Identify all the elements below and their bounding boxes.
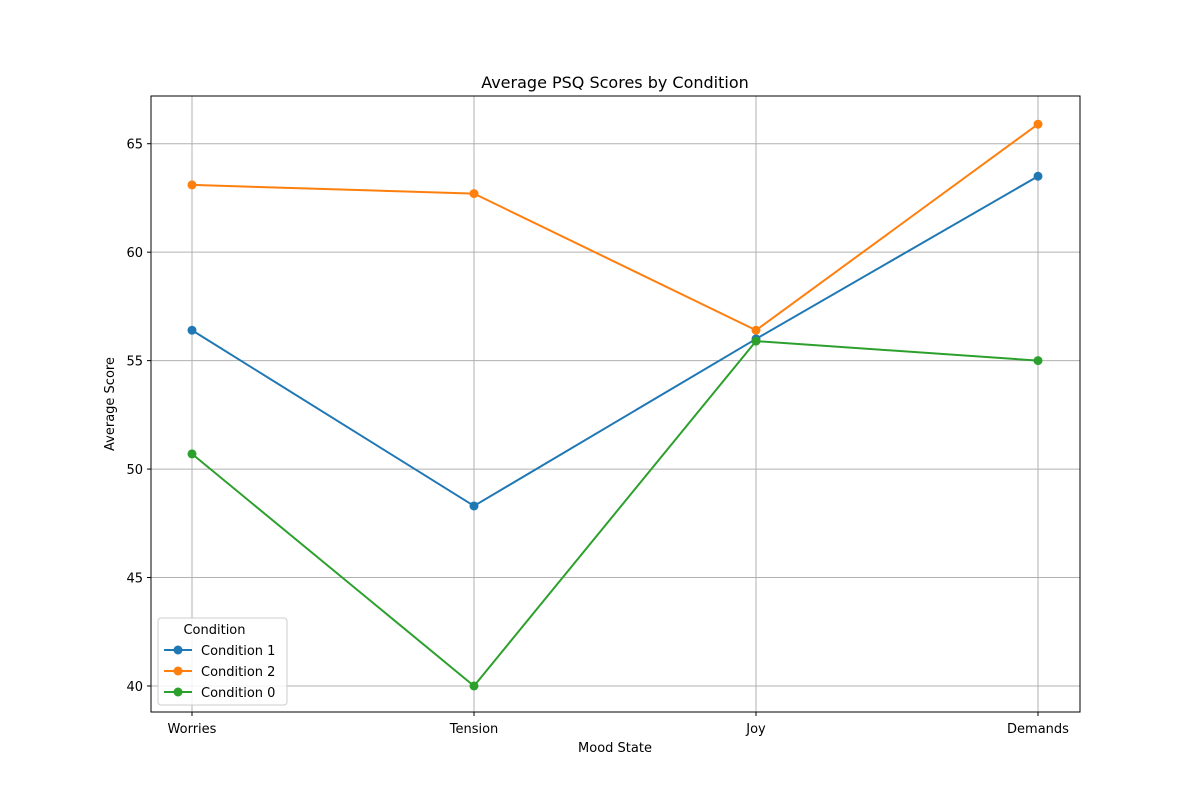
chart-title: Average PSQ Scores by Condition xyxy=(481,73,749,92)
x-axis: Worries Tension Joy Demands xyxy=(168,712,1069,737)
x-tick-label: Tension xyxy=(449,722,499,737)
legend-swatch-marker xyxy=(173,666,183,676)
y-axis-label: Average Score xyxy=(103,357,118,451)
data-point xyxy=(187,180,197,190)
data-point xyxy=(187,325,197,335)
plot-frame xyxy=(150,95,1081,713)
data-point xyxy=(751,336,761,346)
series-2 xyxy=(187,119,1043,335)
legend-label: Condition 2 xyxy=(201,665,275,680)
y-axis: 40 45 50 55 60 65 xyxy=(126,138,151,695)
legend-title: Condition xyxy=(183,623,245,638)
legend-label: Condition 1 xyxy=(201,644,275,659)
y-tick-label: 65 xyxy=(126,138,143,153)
data-point xyxy=(1033,171,1043,181)
series-3 xyxy=(187,336,1043,691)
data-point xyxy=(469,681,479,691)
series-1 xyxy=(187,171,1043,511)
legend-box xyxy=(157,617,288,706)
legend-item: Condition 0 xyxy=(164,686,275,701)
data-point xyxy=(1033,356,1043,366)
y-tick-label: 50 xyxy=(126,463,143,478)
x-tick-label: Joy xyxy=(745,722,766,737)
x-tick-label: Worries xyxy=(168,722,217,737)
legend-swatch-marker xyxy=(173,687,183,697)
series-line xyxy=(191,340,1039,687)
legend-item: Condition 1 xyxy=(164,644,275,659)
series-line xyxy=(191,175,1039,507)
grid xyxy=(151,96,1080,712)
data-point xyxy=(469,501,479,511)
data-point xyxy=(751,325,761,335)
y-tick-label: 55 xyxy=(126,355,143,370)
data-point xyxy=(469,189,479,199)
legend-swatch-marker xyxy=(173,645,183,655)
legend-label: Condition 0 xyxy=(201,686,275,701)
x-tick-label: Demands xyxy=(1007,722,1069,737)
data-point xyxy=(187,449,197,459)
series-line xyxy=(191,123,1039,332)
data-point xyxy=(1033,119,1043,129)
x-axis-label: Mood State xyxy=(578,741,652,756)
series-layer xyxy=(187,119,1043,691)
legend-item: Condition 2 xyxy=(164,665,275,680)
y-tick-label: 45 xyxy=(126,572,143,587)
y-tick-label: 60 xyxy=(126,246,143,261)
y-tick-label: 40 xyxy=(126,680,143,695)
legend: Condition Condition 1 Condition 2 Condition… xyxy=(157,617,288,706)
